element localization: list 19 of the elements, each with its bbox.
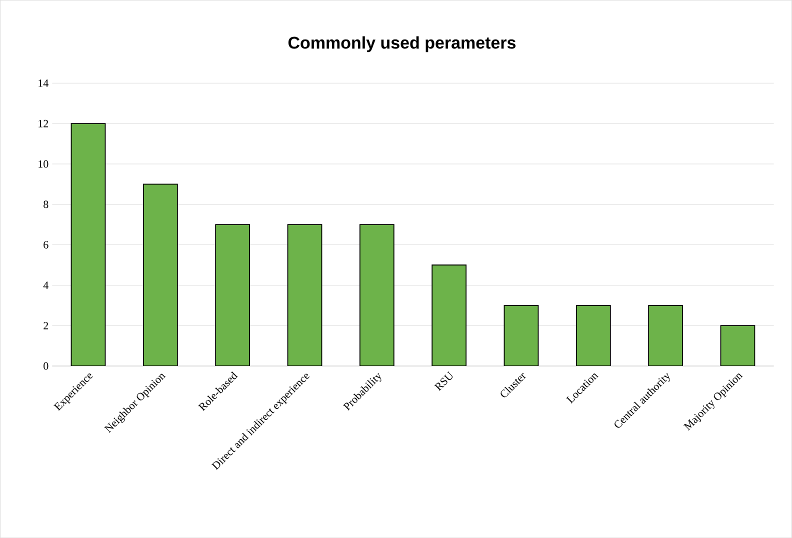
bar	[720, 325, 756, 366]
bar	[432, 264, 467, 366]
bar	[215, 224, 250, 366]
y-tick-label: 6	[44, 241, 48, 248]
bar	[142, 184, 178, 366]
y-tick-label: 14	[38, 79, 48, 87]
bar	[359, 224, 394, 366]
bar	[504, 304, 539, 366]
bar	[70, 123, 106, 366]
y-tick-label: 12	[38, 120, 48, 128]
chart-title: Commonly used perameters	[288, 36, 516, 52]
y-tick-label: 2	[44, 322, 48, 330]
y-tick-label: 8	[44, 200, 48, 208]
bar	[287, 224, 322, 366]
bar	[648, 304, 684, 366]
bar	[576, 304, 611, 366]
y-tick-label: 10	[38, 160, 48, 168]
y-tick-label: 4	[43, 282, 48, 289]
y-tick-label: 0	[44, 362, 48, 370]
